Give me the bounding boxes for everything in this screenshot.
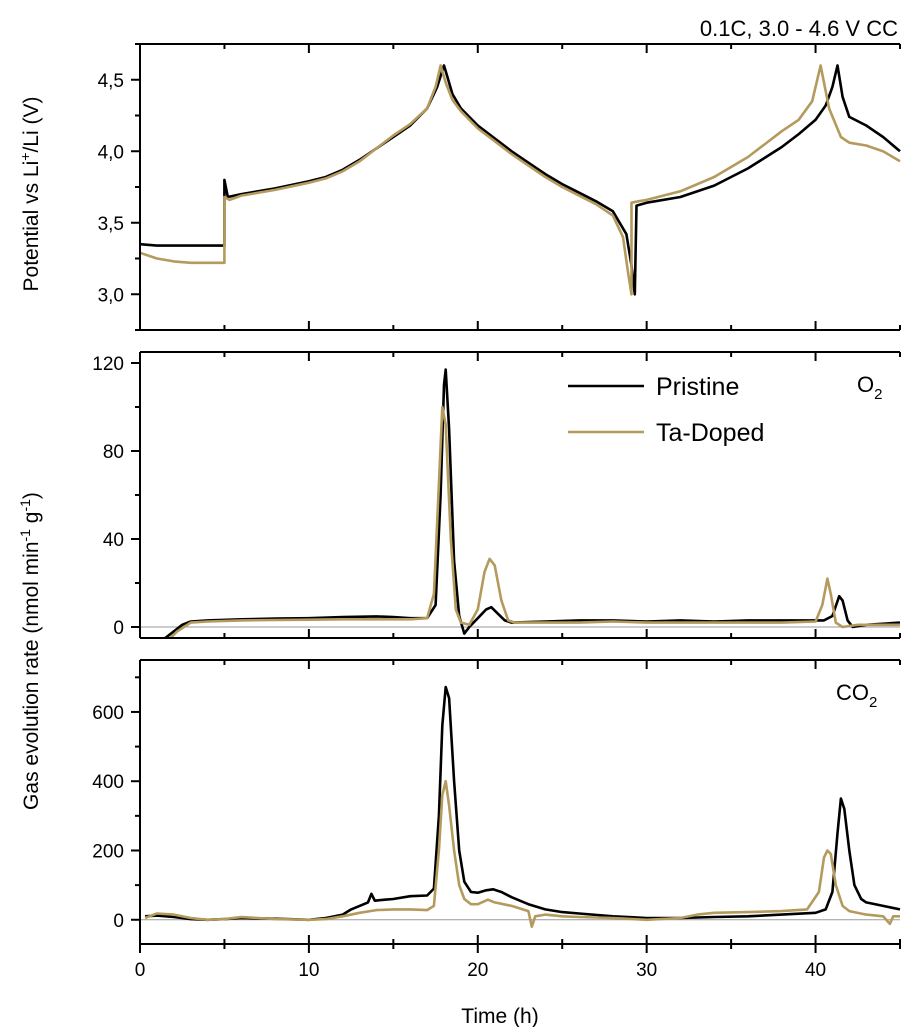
- x-tick-label: 0: [135, 960, 146, 981]
- y-tick-label-O2: 120: [92, 354, 124, 375]
- series-layer: [140, 64, 901, 929]
- y-tick-label-potential: 4,5: [98, 71, 124, 92]
- series-O2-ta-doped: [169, 405, 900, 638]
- y-tick-label-CO2: 400: [92, 772, 124, 793]
- panel-label-co2: CO2: [836, 680, 877, 711]
- y-tick-label-potential: 4,0: [98, 142, 124, 163]
- x-tick-label: 30: [636, 960, 657, 981]
- legend-label-ta-doped: Ta-Doped: [656, 419, 764, 447]
- y-tick-label-O2: 0: [113, 618, 124, 639]
- axes-layer: 3,0 3,5 4,0 4,5 0 40 80 120 0 200 400 600 0 10 20 30 40: [92, 43, 901, 981]
- series-potential-ta-doped: [140, 64, 901, 296]
- x-tick-label: 20: [467, 960, 488, 981]
- panel-label-o2: O2: [857, 372, 882, 403]
- series-CO2-ta-doped: [144, 779, 900, 929]
- y-tick-label-O2: 80: [103, 442, 124, 463]
- x-tick-label: 40: [805, 960, 826, 981]
- y-tick-label-potential: 3,0: [98, 285, 124, 306]
- panels: [140, 626, 900, 921]
- y-tick-label-CO2: 600: [92, 703, 124, 724]
- y-tick-label-O2: 40: [103, 530, 124, 551]
- x-tick-label: 10: [298, 960, 319, 981]
- legend: Pristine Ta-Doped: [568, 373, 764, 447]
- y-axis-title-gas: Gas evolution rate (nmol min-1 g-1): [17, 492, 43, 810]
- y-axis-title-potential: Potential vs Li+/Li (V): [17, 97, 43, 292]
- y-tick-label-CO2: 0: [113, 911, 124, 932]
- x-axis-title: Time (h): [461, 1005, 538, 1027]
- y-tick-label-potential: 3,5: [98, 214, 124, 235]
- series-O2-pristine: [164, 368, 901, 638]
- y-tick-label-CO2: 200: [92, 841, 124, 862]
- series-potential-pristine: [140, 64, 901, 296]
- top-annotation: 0.1C, 3.0 - 4.6 V CC: [700, 16, 898, 41]
- legend-label-pristine: Pristine: [656, 373, 739, 401]
- series-CO2-pristine: [145, 685, 901, 922]
